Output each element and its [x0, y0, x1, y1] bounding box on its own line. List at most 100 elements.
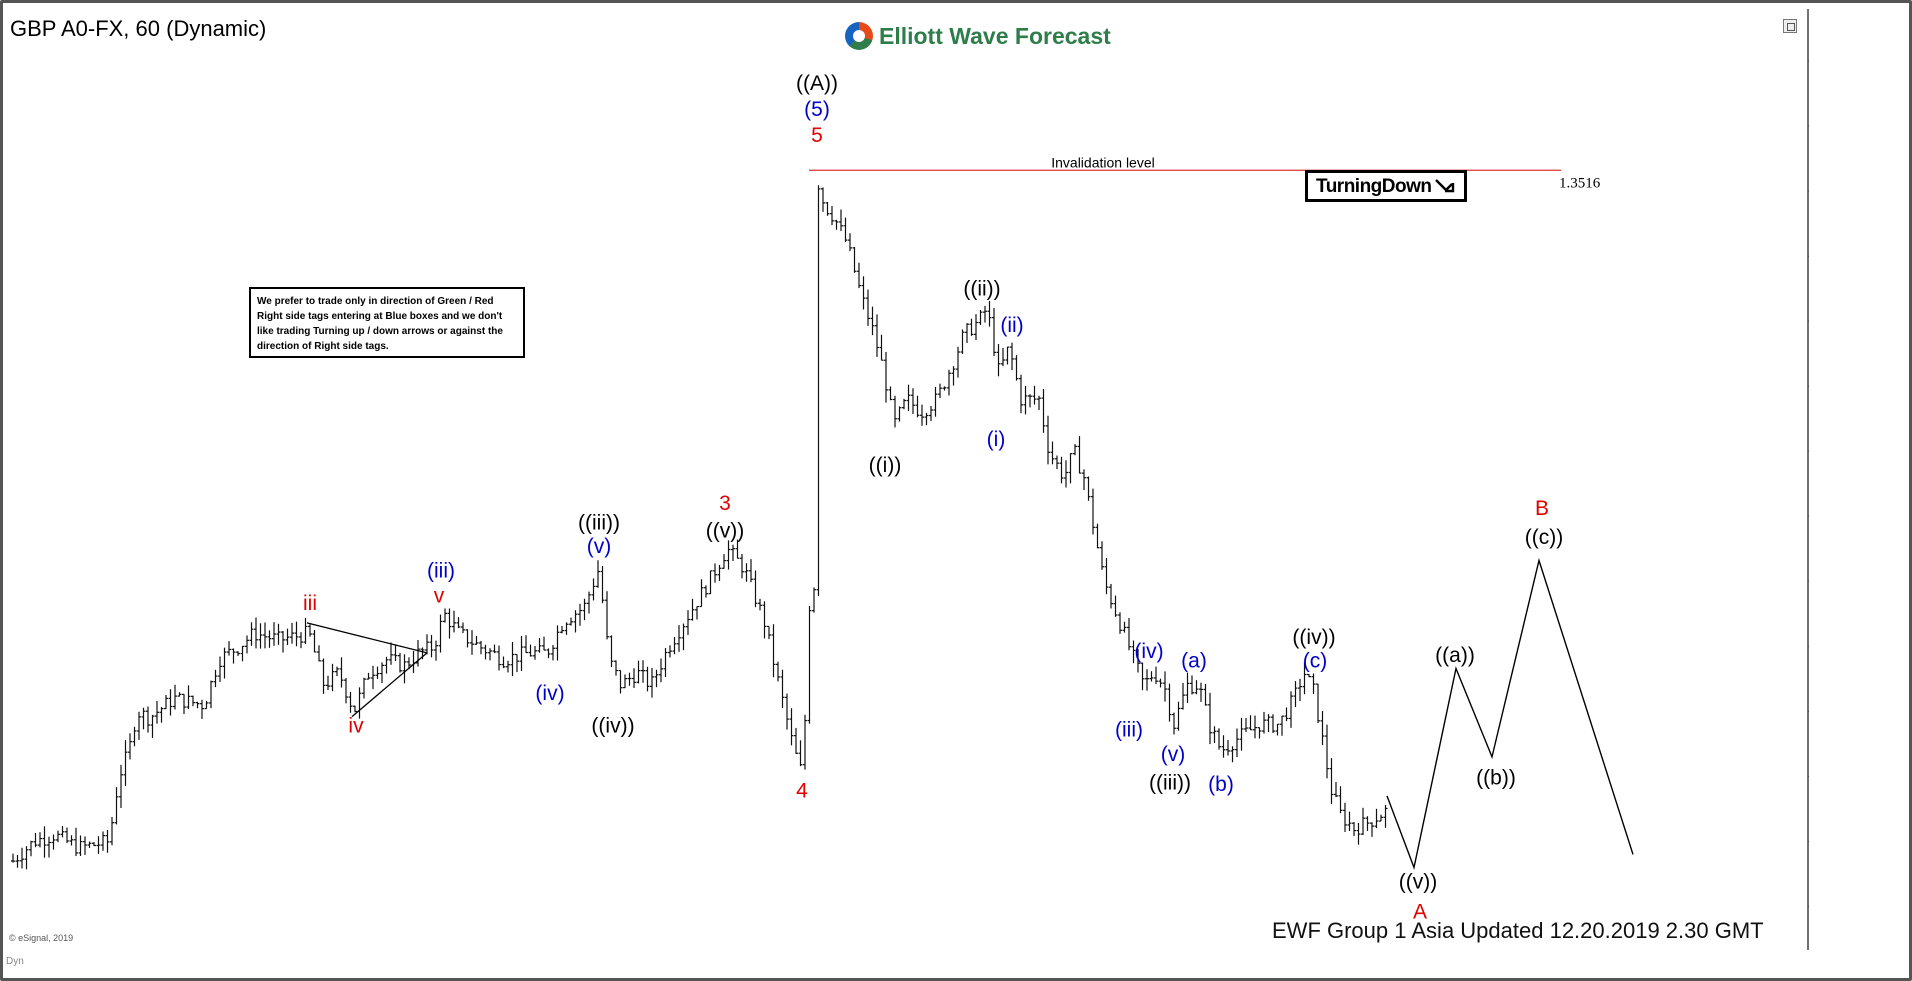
wave-label: (iv)	[1134, 640, 1163, 663]
ohlc-bar	[956, 346, 960, 378]
brand-name: Elliott Wave Forecast	[879, 22, 1111, 49]
ohlc-bar	[393, 644, 398, 662]
ohlc-bar	[1086, 476, 1091, 501]
ohlc-bar	[839, 209, 843, 232]
ohlc-bar	[897, 406, 902, 422]
ohlc-bar	[168, 689, 173, 716]
ohlc-bar	[123, 740, 128, 786]
ohlc-bar	[677, 625, 681, 652]
wave-label: ((iii))	[1149, 772, 1191, 795]
ohlc-bar	[578, 603, 582, 626]
ohlc-bar	[1136, 648, 1140, 673]
wave-label: A	[1413, 900, 1427, 923]
ohlc-bar	[267, 630, 272, 648]
ohlc-bar	[1001, 347, 1005, 367]
ohlc-bar	[812, 587, 816, 613]
ohlc-bar	[285, 628, 290, 645]
wave-label: (b)	[1208, 773, 1234, 796]
ohlc-bar	[92, 842, 96, 847]
ohlc-bar	[128, 733, 132, 760]
wave-label: ((A))	[796, 72, 838, 95]
ohlc-bar	[461, 622, 465, 634]
wave-label: B	[1535, 497, 1549, 520]
ohlc-bar	[1185, 672, 1190, 703]
ohlc-bar	[101, 831, 105, 851]
wave-label: 4	[796, 779, 808, 802]
ohlc-bar	[1383, 804, 1388, 828]
ohlc-bar	[911, 388, 915, 415]
ohlc-bar	[65, 827, 69, 843]
ohlc-bar	[236, 651, 240, 656]
price-chart[interactable]: 1.36001.35501.35001.34501.34001.33501.33…	[9, 9, 1809, 950]
wave-label: (c)	[1303, 649, 1328, 672]
ohlc-bar	[114, 787, 119, 825]
ohlc-bar	[834, 219, 839, 230]
ohlc-bar	[294, 621, 299, 647]
ohlc-bar	[825, 201, 830, 216]
ohlc-bar	[749, 559, 753, 583]
projection-path	[1386, 557, 1634, 870]
ohlc-bar	[1311, 673, 1316, 694]
ohlc-bar	[1248, 715, 1253, 731]
ohlc-bar	[344, 678, 348, 704]
ohlc-bar	[1019, 374, 1023, 414]
ohlc-bar	[735, 539, 740, 559]
ohlc-bar	[938, 383, 942, 398]
ohlc-bar	[429, 634, 434, 658]
ohlc-bar	[1181, 682, 1185, 710]
ohlc-bar	[407, 657, 411, 670]
ohlc-bar	[1010, 342, 1014, 371]
ohlc-bar	[789, 708, 794, 746]
ohlc-bar	[1118, 612, 1122, 634]
ohlc-bar	[227, 641, 231, 656]
ohlc-bar	[1194, 680, 1199, 695]
ohlc-bar	[425, 634, 429, 655]
ohlc-bar	[1320, 710, 1325, 746]
ohlc-bar	[1109, 583, 1113, 609]
ohlc-bar	[20, 847, 24, 869]
ohlc-bar	[371, 665, 375, 690]
ohlc-bar	[1374, 808, 1379, 829]
ohlc-bar	[1167, 683, 1172, 722]
wave-label: ((iv))	[591, 714, 634, 737]
ohlc-bar	[1217, 728, 1221, 750]
ohlc-bar	[249, 622, 254, 646]
ohlc-bar	[951, 366, 956, 386]
ohlc-bar	[708, 570, 713, 595]
ohlc-bar	[51, 834, 56, 850]
ohlc-bar	[353, 705, 357, 713]
ohlc-bar	[816, 185, 821, 597]
ohlc-bar	[1059, 456, 1064, 484]
plot-area[interactable]: 1.36001.35501.35001.34501.34001.33501.33…	[9, 9, 1809, 950]
ohlc-bar	[1271, 714, 1275, 734]
ohlc-bar	[335, 666, 339, 677]
ohlc-bar	[1379, 814, 1383, 822]
ohlc-bar	[933, 386, 938, 417]
ohlc-bar	[1122, 621, 1127, 633]
ohlc-bar	[254, 617, 258, 649]
window-restore-icon[interactable]	[1783, 19, 1797, 33]
ohlc-bar	[186, 685, 191, 709]
ohlc-bar	[771, 624, 776, 678]
ohlc-bar	[632, 668, 636, 688]
ohlc-bar	[654, 669, 659, 688]
ohlc-bar	[888, 386, 893, 401]
ohlc-bar	[1235, 728, 1239, 758]
ohlc-bar	[1154, 666, 1158, 685]
wave-label: iii	[303, 592, 317, 615]
ohlc-bar	[483, 644, 488, 660]
ohlc-bar	[245, 635, 249, 654]
ohlc-bar	[164, 694, 168, 710]
ohlc-bar	[717, 564, 722, 581]
ohlc-bar	[1347, 811, 1352, 832]
ohlc-bar	[690, 598, 695, 621]
wave-label: (v)	[587, 535, 612, 558]
ohlc-bar	[785, 693, 789, 730]
ohlc-bar	[515, 653, 519, 673]
ohlc-bar	[1230, 746, 1235, 763]
ohlc-bar	[366, 672, 371, 680]
ohlc-bar	[596, 560, 600, 588]
ohlc-bar	[1190, 675, 1194, 695]
ohlc-bar	[447, 608, 452, 639]
ohlc-bar	[1298, 678, 1302, 701]
